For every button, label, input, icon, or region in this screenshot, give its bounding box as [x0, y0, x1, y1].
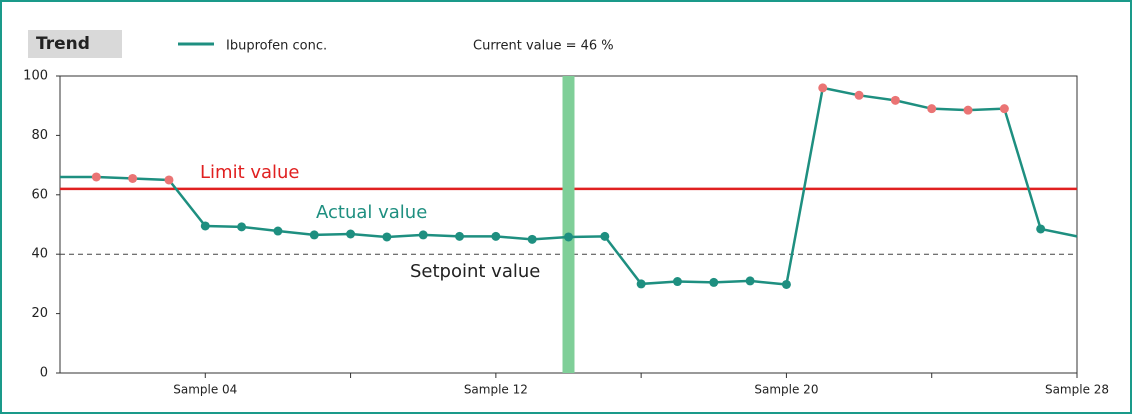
y-tick-label: 100 — [23, 69, 48, 84]
data-point — [672, 277, 682, 287]
data-point — [927, 104, 937, 114]
data-point — [709, 277, 719, 287]
cursor — [562, 76, 575, 373]
x-tick-label: Sample 12 — [464, 383, 528, 397]
y-tick-label: 20 — [31, 306, 48, 321]
actual-label: Actual value — [316, 202, 427, 223]
x-tick-label: Sample 04 — [173, 383, 237, 397]
data-point — [781, 279, 791, 289]
data-point — [963, 105, 973, 115]
data-point — [382, 232, 392, 242]
data-point — [527, 234, 537, 244]
data-point — [200, 221, 210, 231]
x-tick-label: Sample 20 — [754, 383, 818, 397]
data-point — [636, 279, 646, 289]
legend-label: Ibuprofen conc. — [226, 39, 327, 54]
data-point — [491, 231, 501, 241]
setpoint-label: Setpoint value — [410, 261, 540, 282]
data-point — [600, 231, 610, 241]
data-point — [91, 172, 101, 182]
limit-label: Limit value — [200, 162, 300, 183]
y-tick-label: 60 — [31, 187, 48, 202]
data-point — [273, 226, 283, 236]
data-point — [564, 232, 573, 242]
title-box — [28, 30, 122, 58]
data-point — [128, 173, 138, 183]
data-point — [745, 276, 755, 286]
data-point — [890, 95, 900, 105]
data-point — [999, 104, 1009, 114]
panel-title: Trend — [36, 34, 90, 54]
data-point — [418, 230, 428, 240]
data-point — [1036, 224, 1046, 234]
y-tick-label: 0 — [40, 366, 48, 381]
data-point — [455, 231, 465, 241]
data-point — [854, 90, 864, 100]
data-point — [346, 229, 356, 239]
y-tick-label: 40 — [31, 247, 48, 262]
data-point — [818, 83, 828, 93]
x-tick-label: Sample 28 — [1045, 383, 1109, 397]
data-point — [309, 230, 319, 240]
status: Current value = 46 % — [473, 39, 614, 54]
data-point — [237, 222, 247, 232]
y-tick-label: 80 — [31, 128, 48, 143]
data-point — [164, 175, 174, 185]
